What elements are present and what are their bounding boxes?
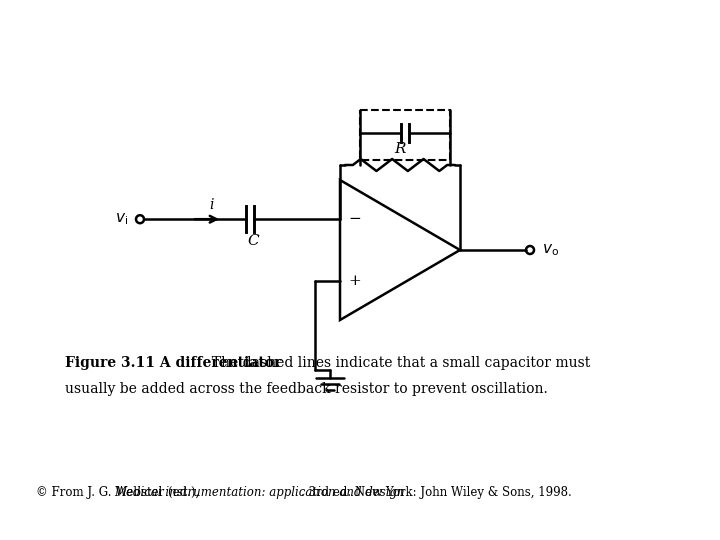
Text: C: C bbox=[247, 234, 258, 248]
Text: . 3rd ed. New York: John Wiley & Sons, 1998.: . 3rd ed. New York: John Wiley & Sons, 1… bbox=[301, 486, 572, 499]
Bar bbox=[360, 110, 450, 160]
Text: +: + bbox=[348, 274, 361, 288]
Text: $v_{\rm i}$: $v_{\rm i}$ bbox=[115, 211, 128, 227]
Text: $v_{\rm o}$: $v_{\rm o}$ bbox=[542, 242, 559, 258]
Text: R: R bbox=[395, 142, 406, 156]
Text: Figure 3.11 A differentiator: Figure 3.11 A differentiator bbox=[65, 356, 281, 370]
Text: Medical instrumentation: application and design: Medical instrumentation: application and… bbox=[114, 486, 405, 499]
Text: i: i bbox=[210, 198, 215, 212]
Text: usually be added across the feedback resistor to prevent oscillation.: usually be added across the feedback res… bbox=[65, 382, 547, 396]
Text: © From J. G. Webster (ed.),: © From J. G. Webster (ed.), bbox=[36, 486, 203, 499]
Text: −: − bbox=[348, 212, 361, 226]
Text: The dashed lines indicate that a small capacitor must: The dashed lines indicate that a small c… bbox=[203, 356, 590, 370]
